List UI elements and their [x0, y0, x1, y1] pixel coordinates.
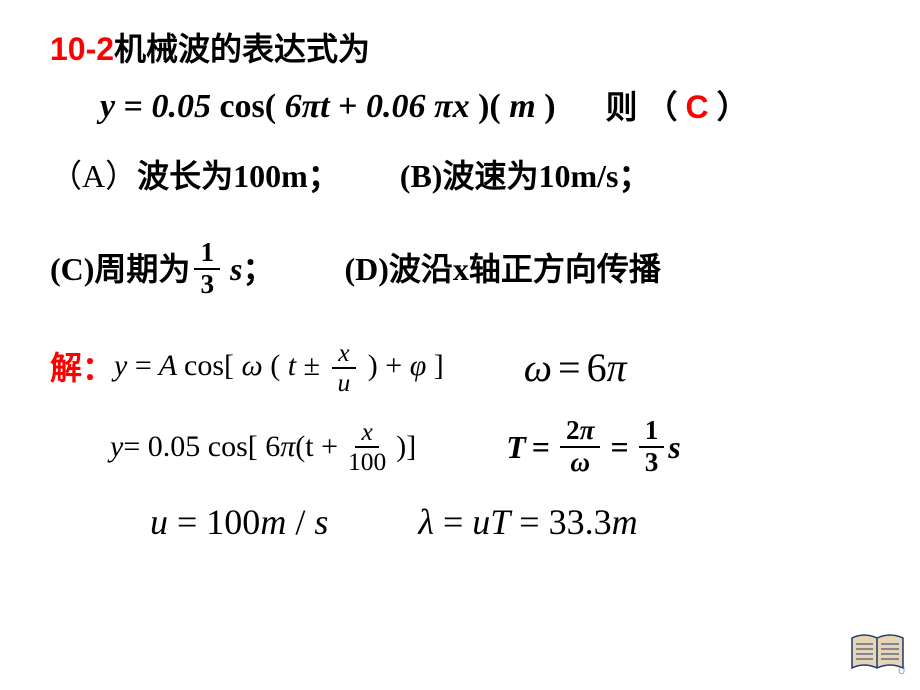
options-row-2: (C) 周期为 1 3 s ； (D)波沿x轴正方向传播: [50, 238, 870, 308]
solution-row-3: u = 100m / s λ = uT = 33.3m: [150, 501, 870, 543]
title-text: 机械波的表达式为: [114, 25, 370, 73]
main-equation: y = 0.05 cos( 6πt + 0.06 πx )( m ): [100, 81, 556, 132]
then-label: 则 （ C ）: [606, 83, 749, 131]
option-d: (D)波沿x轴正方向传播: [345, 245, 661, 293]
solution-label: 解：: [50, 344, 114, 392]
problem-number: 10-2: [50, 25, 114, 73]
solution-row-1: 解： y = A cos[ ω ( t ± xu ) + φ ] ω=6π: [50, 338, 870, 406]
equation-line: y = 0.05 cos( 6πt + 0.06 πx )( m ) 则 （ C…: [50, 81, 870, 132]
svg-text:U: U: [898, 666, 905, 675]
general-form: y = A cos[ ω ( t ± xu ) + φ ]: [114, 339, 444, 397]
specific-form: y = 0.05 cos[ 6π (t + x100 )]: [110, 418, 416, 476]
wavelength: λ = uT = 33.3m: [418, 501, 637, 543]
omega-value: ω=6π: [524, 338, 627, 398]
wave-speed: u = 100m / s: [150, 501, 328, 543]
period-calc: T = 2πω = 13 s: [506, 416, 681, 478]
options-row-1: （A）波长为100m； (B)波速为10m/s；: [50, 152, 870, 208]
option-a: （A）波长为100m；: [50, 152, 340, 200]
option-b: (B)波速为10m/s；: [400, 152, 651, 200]
problem-title: 10-2 机械波的表达式为: [50, 25, 870, 73]
solution-row-2: y = 0.05 cos[ 6π (t + x100 )] T = 2πω = …: [110, 416, 870, 486]
option-c: (C) 周期为 1 3 s ；: [50, 238, 275, 300]
answer-letter: C: [686, 89, 709, 125]
book-icon: U: [850, 630, 905, 675]
